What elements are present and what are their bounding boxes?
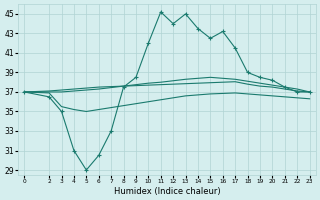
X-axis label: Humidex (Indice chaleur): Humidex (Indice chaleur) xyxy=(114,187,220,196)
